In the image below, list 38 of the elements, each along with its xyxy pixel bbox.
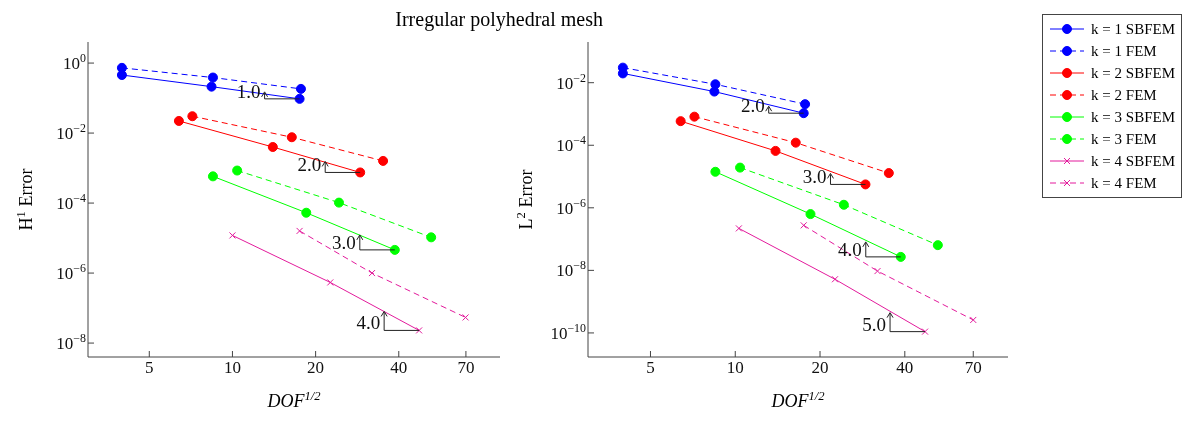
x-tick-label: 10 <box>726 358 744 377</box>
legend-label: k = 2 FEM <box>1091 86 1157 104</box>
annotation: 2.0 <box>297 154 322 176</box>
legend-label: k = 4 FEM <box>1091 174 1157 192</box>
y-tick-label: 10$^{−2}$ <box>556 70 587 93</box>
legend-label: k = 3 SBFEM <box>1091 108 1175 126</box>
x-axis-title: DOF$^{1/2}$ <box>266 389 322 411</box>
x-tick-label: 40 <box>896 358 914 377</box>
x-tick-label: 70 <box>457 358 475 377</box>
x-axis-title: DOF$^{1/2}$ <box>770 389 826 411</box>
y-tick-label: 10$^{−2}$ <box>56 121 87 144</box>
y-tick-label: 10$^{−6}$ <box>556 195 587 218</box>
annotation: 3.0 <box>802 166 827 188</box>
y-tick-label: 10$^{0}$ <box>63 51 87 74</box>
x-tick-label: 20 <box>307 358 325 377</box>
annotation: 4.0 <box>838 238 862 260</box>
annotation: 3.0 <box>332 231 356 253</box>
x-tick-label: 5 <box>646 358 655 377</box>
annotation: 5.0 <box>862 313 887 335</box>
y-tick-label: 10$^{−8}$ <box>56 331 87 354</box>
annotation: 2.0 <box>740 95 765 117</box>
annotation: 4.0 <box>356 312 381 334</box>
y-tick-label: 10$^{−4}$ <box>56 191 87 214</box>
x-tick-label: 40 <box>390 358 408 377</box>
legend-label: k = 1 SBFEM <box>1091 20 1175 38</box>
y-tick-label: 10$^{−10}$ <box>550 320 587 343</box>
y-tick-label: 10$^{−6}$ <box>56 261 87 284</box>
y-tick-label: 10$^{−8}$ <box>556 258 587 281</box>
legend-label: k = 4 SBFEM <box>1091 152 1175 170</box>
legend-label: k = 2 SBFEM <box>1091 64 1175 82</box>
x-tick-label: 5 <box>145 358 154 377</box>
legend-label: k = 3 FEM <box>1091 130 1157 148</box>
x-tick-label: 70 <box>964 358 982 377</box>
x-tick-label: 20 <box>811 358 829 377</box>
x-tick-label: 10 <box>223 358 241 377</box>
y-tick-label: 10$^{−4}$ <box>556 133 587 156</box>
legend-label: k = 1 FEM <box>1091 42 1157 60</box>
chart-title: Irregular polyhedral mesh <box>395 8 603 30</box>
